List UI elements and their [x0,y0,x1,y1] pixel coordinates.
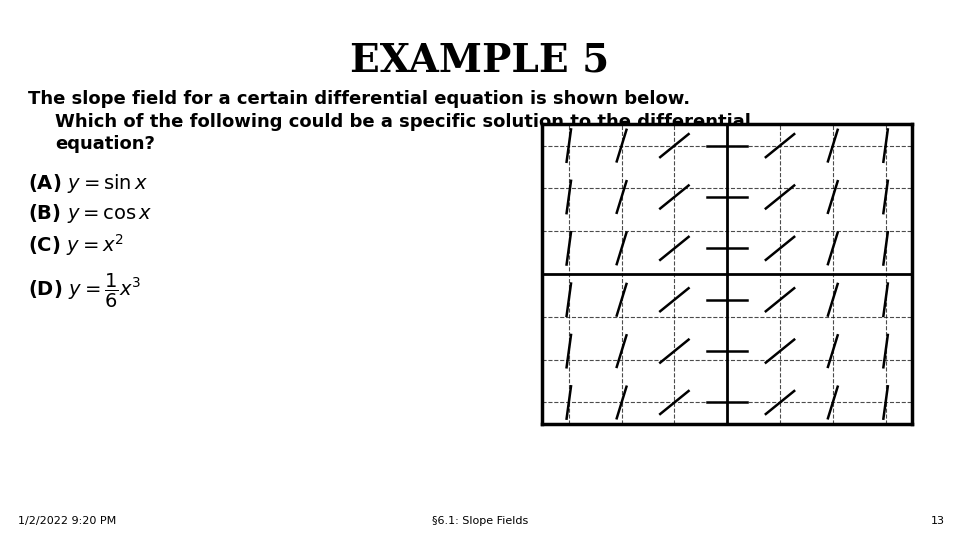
Text: §6.1: Slope Fields: §6.1: Slope Fields [432,516,528,526]
Text: D: D [376,416,432,477]
Text: 13: 13 [931,516,945,526]
Text: (B) $y = \cos x$: (B) $y = \cos x$ [28,202,153,225]
Text: equation?: equation? [55,135,155,153]
Text: EXAMPLE 5: EXAMPLE 5 [350,42,610,80]
Text: 1/2/2022 9:20 PM: 1/2/2022 9:20 PM [18,516,116,526]
Text: Which of the following could be a specific solution to the differential: Which of the following could be a specif… [55,113,751,131]
Text: (D) $y = \dfrac{1}{6}x^3$: (D) $y = \dfrac{1}{6}x^3$ [28,272,141,310]
Text: The slope field for a certain differential equation is shown below.: The slope field for a certain differenti… [28,90,690,108]
Text: (A) $y = \sin x$: (A) $y = \sin x$ [28,172,148,195]
Text: (C) $y = x^2$: (C) $y = x^2$ [28,232,124,258]
